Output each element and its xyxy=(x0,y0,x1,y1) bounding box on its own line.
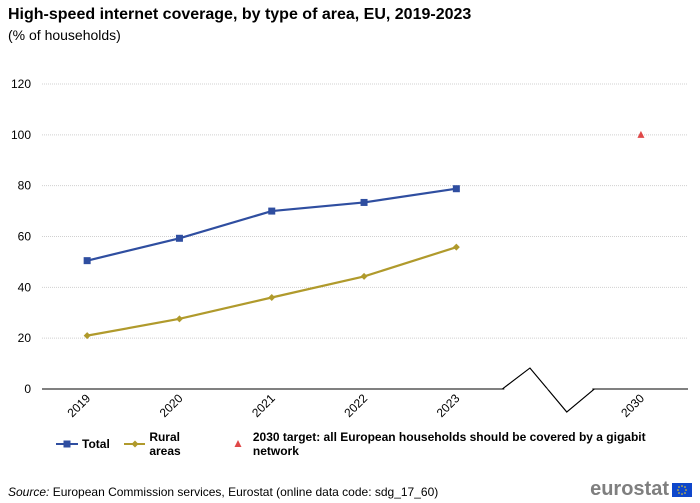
x-tick-label: 2023 xyxy=(434,391,463,420)
eu-flag-icon xyxy=(672,482,692,497)
chart-subtitle: (% of households) xyxy=(8,27,121,43)
data-point-0 xyxy=(452,185,460,193)
series-line-1 xyxy=(86,246,457,337)
x-tick-label: 2020 xyxy=(157,391,186,420)
chart-legend: Total Rural areas 2030 target: all Europea… xyxy=(56,430,700,458)
x-tick-label: 2022 xyxy=(341,391,370,420)
legend-swatch xyxy=(234,440,242,447)
legend-label: 2030 target: all European households sho… xyxy=(252,430,646,458)
axis-break-zigzag xyxy=(502,367,595,413)
x-tick-label: 2021 xyxy=(249,391,278,420)
chart-title: High-speed internet coverage, by type of… xyxy=(8,6,472,23)
y-tick-label: 80 xyxy=(18,179,32,193)
x-tick-label: 2030 xyxy=(618,391,647,420)
y-tick-label: 40 xyxy=(18,280,32,294)
data-point-0 xyxy=(175,234,183,242)
legend-swatch xyxy=(56,440,78,448)
data-point-1 xyxy=(268,294,276,301)
data-point-0 xyxy=(360,198,368,206)
data-point-1 xyxy=(452,243,460,251)
y-tick-label: 0 xyxy=(24,382,31,396)
source-note: Source: European Commission services, Eu… xyxy=(8,485,438,499)
y-tick-label: 20 xyxy=(18,331,32,345)
data-point-1 xyxy=(175,315,183,323)
eurostat-logo: eurostat xyxy=(590,478,692,501)
logo-text: eurostat xyxy=(590,478,669,500)
source-label: Source: xyxy=(8,485,50,499)
source-text: European Commission services, Eurostat (… xyxy=(52,485,439,499)
legend-label: Rural areas xyxy=(149,430,181,458)
y-tick-label: 60 xyxy=(18,230,32,244)
data-point-2 xyxy=(637,130,645,138)
data-point-0 xyxy=(83,257,91,265)
data-point-0 xyxy=(268,207,276,215)
legend-swatch xyxy=(123,440,146,448)
axis-break-gap xyxy=(504,388,593,390)
y-tick-label: 120 xyxy=(11,77,31,91)
series-line-0 xyxy=(86,187,457,262)
y-tick-label: 100 xyxy=(11,128,31,142)
line-chart: 0 20 40 60 80 100 120 2019 2020 2021 2022 2023 2030 xyxy=(11,77,688,420)
data-point-1 xyxy=(360,272,368,280)
legend-item: Total xyxy=(56,437,110,451)
x-tick-label: 2019 xyxy=(64,391,93,420)
legend-item: 2030 target: all European households sho… xyxy=(227,430,686,458)
data-point-1 xyxy=(83,332,91,340)
legend-item: Rural areas xyxy=(123,430,214,458)
legend-label: Total xyxy=(82,437,110,451)
